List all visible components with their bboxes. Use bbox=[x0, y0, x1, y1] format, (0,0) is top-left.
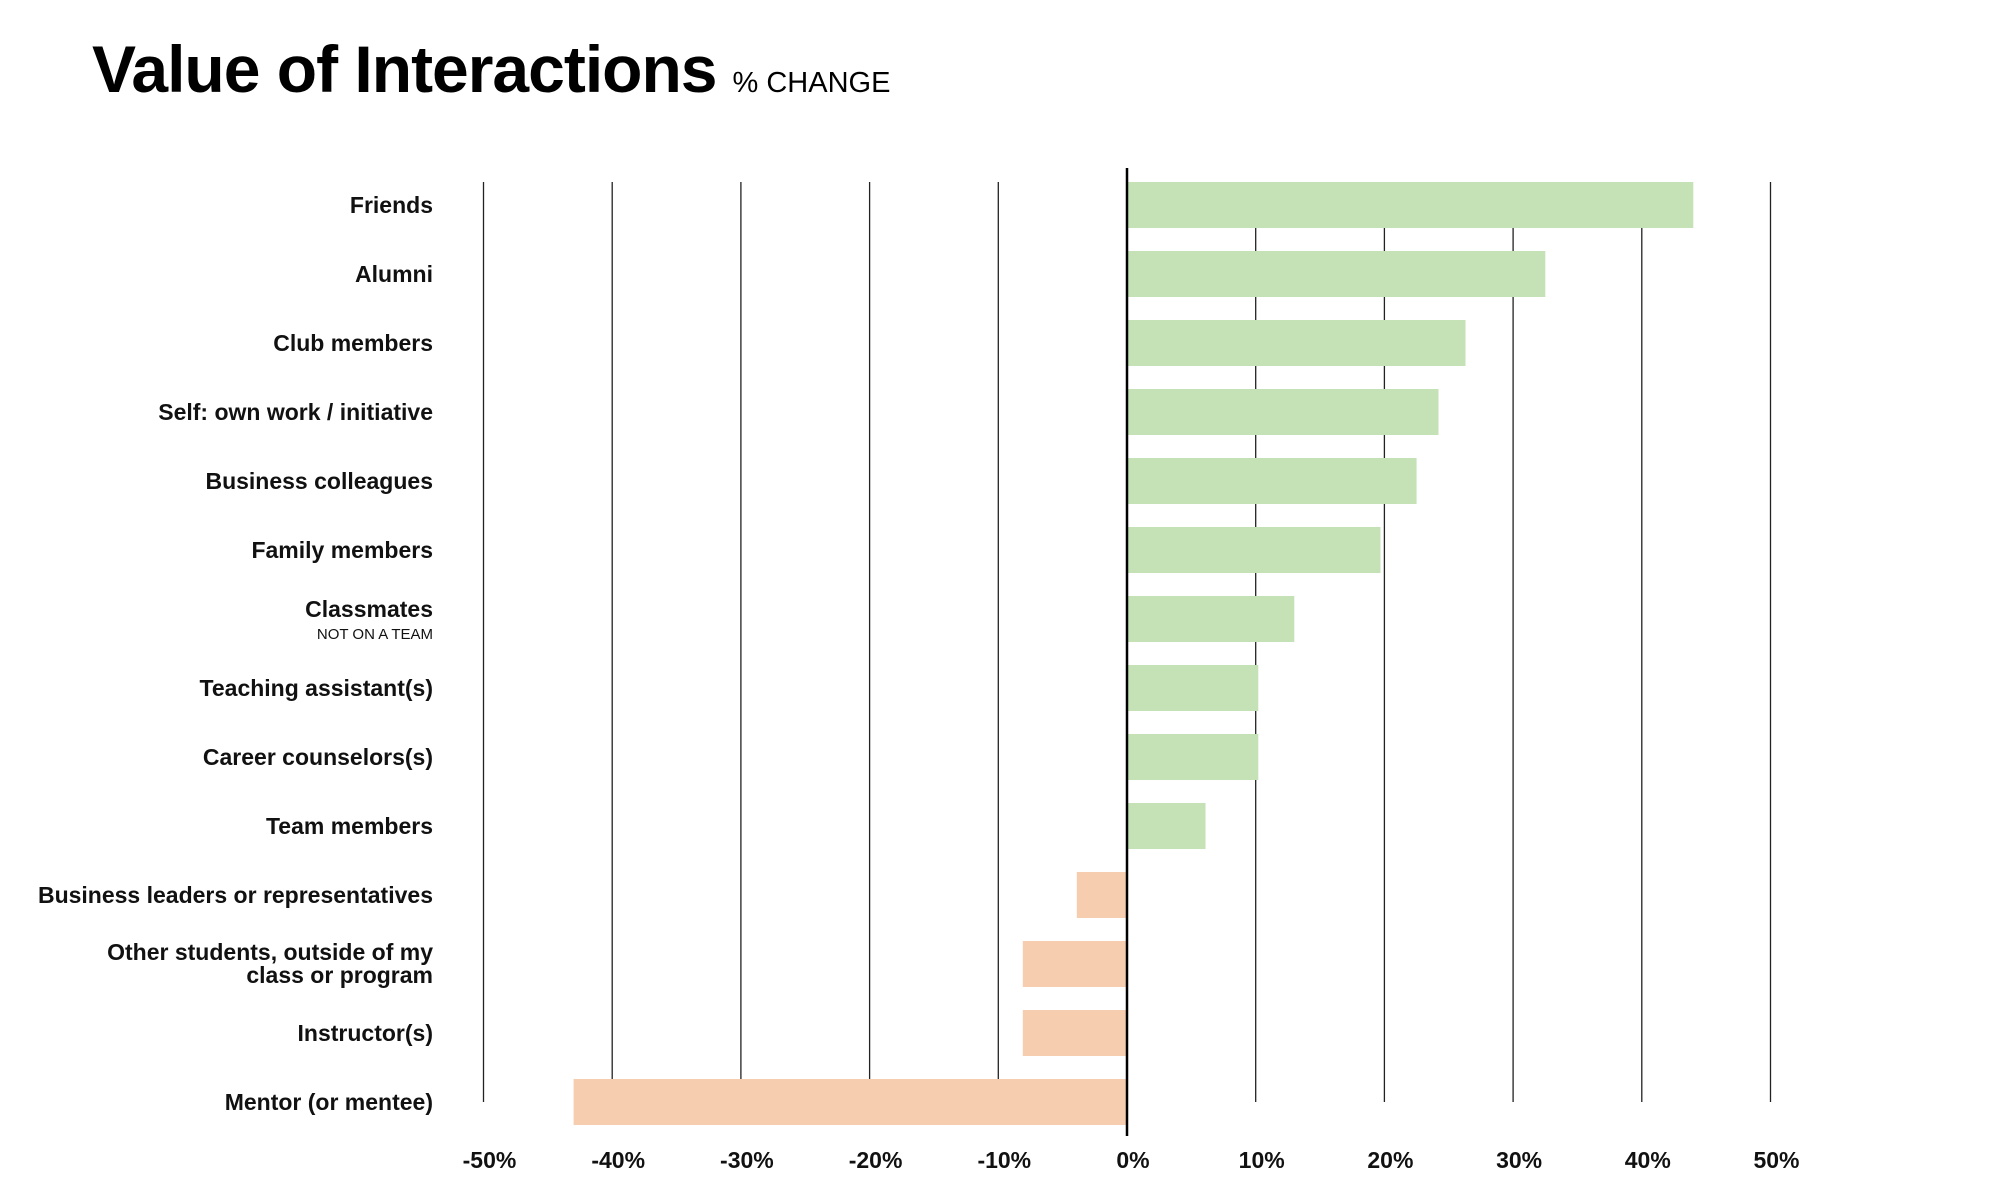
x-tick-label-10: 50% bbox=[1753, 1147, 1799, 1173]
bar-9 bbox=[1127, 803, 1206, 849]
category-label-6: Classmates bbox=[305, 596, 433, 622]
x-tick-label-3: -20% bbox=[849, 1147, 903, 1173]
x-tick-label-0: -50% bbox=[463, 1147, 517, 1173]
category-label-9: Team members bbox=[266, 813, 433, 839]
bar-12 bbox=[1022, 1010, 1127, 1056]
category-label-8: Career counselors(s) bbox=[203, 744, 433, 770]
category-label-0: Friends bbox=[350, 192, 433, 218]
category-label-1: Alumni bbox=[355, 261, 433, 287]
bar-6 bbox=[1127, 596, 1295, 642]
x-tick-label-1: -40% bbox=[591, 1147, 645, 1173]
category-label-11-line-1: class or program bbox=[246, 962, 433, 988]
x-tick-label-2: -30% bbox=[720, 1147, 774, 1173]
category-label-5: Family members bbox=[251, 537, 433, 563]
bar-13 bbox=[573, 1079, 1127, 1125]
category-label-11-line-0: Other students, outside of my bbox=[107, 939, 433, 965]
category-label-13: Mentor (or mentee) bbox=[225, 1089, 433, 1115]
bar-3 bbox=[1127, 389, 1439, 435]
bar-7 bbox=[1127, 665, 1259, 711]
category-labels: Friends Alumni Club members Self: own work … bbox=[38, 192, 433, 1115]
bar-2 bbox=[1127, 320, 1466, 366]
x-tick-label-7: 20% bbox=[1367, 1147, 1413, 1173]
category-note-6: NOT ON A TEAM bbox=[317, 626, 433, 643]
bar-5 bbox=[1127, 527, 1381, 573]
bar-1 bbox=[1127, 251, 1546, 297]
bar-11 bbox=[1022, 941, 1127, 987]
bar-8 bbox=[1127, 734, 1259, 780]
category-label-3: Self: own work / initiative bbox=[158, 399, 433, 425]
chart-subtitle: % CHANGE bbox=[733, 67, 891, 99]
category-label-4: Business colleagues bbox=[205, 468, 433, 494]
bar-4 bbox=[1127, 458, 1417, 504]
x-tick-label-4: -10% bbox=[977, 1147, 1031, 1173]
x-axis-ticks: -50% -40% -30% -20% -10% 0% 10% 20% 30% 40% 50% bbox=[463, 1147, 1800, 1173]
chart-title: Value of Interactions bbox=[92, 32, 717, 106]
category-label-2: Club members bbox=[273, 330, 433, 356]
category-label-12: Instructor(s) bbox=[298, 1020, 433, 1046]
x-tick-label-5: 0% bbox=[1116, 1147, 1149, 1173]
bar-10 bbox=[1076, 872, 1127, 918]
category-label-7: Teaching assistant(s) bbox=[200, 675, 433, 701]
x-tick-label-9: 40% bbox=[1625, 1147, 1671, 1173]
category-label-10: Business leaders or representatives bbox=[38, 882, 433, 908]
bars bbox=[573, 182, 1694, 1125]
x-tick-label-8: 30% bbox=[1496, 1147, 1542, 1173]
x-tick-label-6: 10% bbox=[1239, 1147, 1285, 1173]
bar-0 bbox=[1127, 182, 1694, 228]
